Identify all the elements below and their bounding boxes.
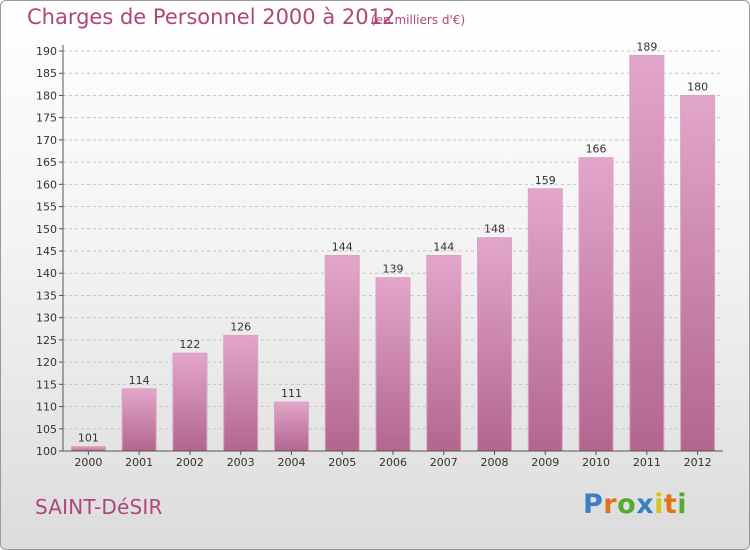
y-tick-label: 145 (36, 245, 57, 258)
x-tick-label: 2010 (582, 456, 610, 469)
x-tick-label: 2008 (481, 456, 509, 469)
y-tick-label: 160 (36, 178, 57, 191)
x-tick-label: 2001 (125, 456, 153, 469)
x-tick-label: 2009 (531, 456, 559, 469)
commune-name: SAINT-DéSIR (35, 495, 163, 519)
y-tick-label: 135 (36, 289, 57, 302)
y-tick-label: 150 (36, 223, 57, 236)
chart-title: Charges de Personnel 2000 à 2012 (27, 5, 396, 29)
y-tick-label: 190 (36, 45, 57, 58)
logo-letter: P (583, 489, 604, 520)
bar (578, 157, 614, 452)
proxiti-logo: Proxiti (583, 489, 687, 520)
data-label: 189 (636, 40, 657, 53)
y-tick-label: 180 (36, 89, 57, 102)
x-tick-label: 2012 (684, 456, 712, 469)
bar (375, 277, 411, 452)
y-tick-label: 170 (36, 134, 57, 147)
bar (426, 254, 462, 452)
y-tick-label: 120 (36, 356, 57, 369)
data-label: 159 (535, 174, 556, 187)
y-tick-label: 130 (36, 312, 57, 325)
bar (680, 94, 716, 452)
data-label: 111 (281, 387, 302, 400)
y-tick-label: 185 (36, 67, 57, 80)
data-label: 144 (332, 240, 353, 253)
bar (273, 401, 309, 452)
logo-letter: r (603, 489, 618, 520)
data-label: 148 (484, 223, 505, 236)
logo-letter: t (663, 489, 678, 520)
chart-subtitle: (en milliers d'€) (371, 13, 466, 27)
x-tick-label: 2011 (633, 456, 661, 469)
bar (223, 334, 259, 452)
bar (527, 188, 563, 452)
x-tick-label: 2007 (430, 456, 458, 469)
bar (477, 237, 513, 452)
logo-letter: i (654, 489, 664, 520)
x-tick-label: 2003 (227, 456, 255, 469)
bar (121, 388, 157, 452)
bar (324, 254, 360, 452)
y-tick-label: 140 (36, 267, 57, 280)
bar (629, 54, 665, 452)
y-tick-label: 100 (36, 445, 57, 458)
data-label: 144 (433, 240, 454, 253)
y-tick-label: 175 (36, 112, 57, 125)
data-label: 166 (586, 143, 607, 156)
y-tick-label: 165 (36, 156, 57, 169)
data-label: 122 (179, 338, 200, 351)
logo-letter: i (677, 489, 688, 520)
data-label: 139 (383, 263, 404, 276)
y-tick-label: 115 (36, 378, 57, 391)
x-tick-label: 2005 (328, 456, 356, 469)
x-tick-label: 2000 (74, 456, 102, 469)
data-label: 114 (129, 374, 150, 387)
logo-letter: x (636, 489, 655, 520)
y-tick-label: 110 (36, 401, 57, 414)
x-tick-label: 2006 (379, 456, 407, 469)
x-tick-label: 2002 (176, 456, 204, 469)
x-tick-label: 2004 (277, 456, 305, 469)
data-label: 126 (230, 320, 251, 333)
data-label: 180 (687, 80, 708, 93)
data-label: 101 (78, 432, 99, 445)
y-tick-label: 125 (36, 334, 57, 347)
bar (172, 352, 208, 452)
bar (70, 446, 106, 452)
y-tick-label: 155 (36, 201, 57, 214)
logo-letter: o (617, 489, 637, 520)
y-tick-label: 105 (36, 423, 57, 436)
